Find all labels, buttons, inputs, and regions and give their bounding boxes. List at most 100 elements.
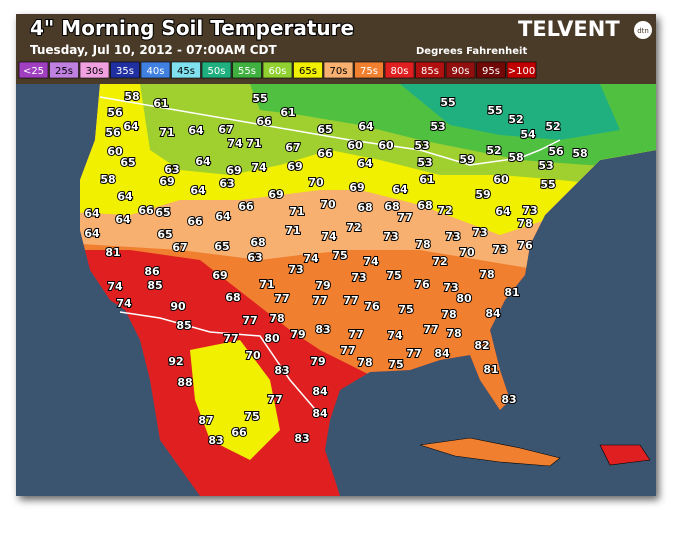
- station-reading: 69: [226, 164, 241, 177]
- units-note: Degrees Fahrenheit: [416, 46, 527, 57]
- station-reading: 81: [504, 286, 519, 299]
- legend-swatch: [293, 61, 323, 79]
- subtitle: Tuesday, Jul 10, 2012 - 07:00AM CDT: [30, 43, 277, 57]
- station-reading: 78: [441, 308, 456, 321]
- station-reading: 84: [434, 347, 450, 360]
- station-reading: 64: [495, 205, 511, 218]
- station-reading: 55: [440, 96, 455, 109]
- station-reading: 74: [303, 252, 319, 265]
- legend-label: 35s: [116, 66, 134, 77]
- station-reading: 78: [517, 217, 532, 230]
- station-reading: 53: [430, 120, 445, 133]
- station-reading: 64: [190, 184, 206, 197]
- station-reading: 74: [116, 297, 132, 310]
- legend-label: 60s: [269, 66, 287, 77]
- station-reading: 73: [472, 226, 487, 239]
- legend-label: 70s: [330, 66, 348, 77]
- station-reading: 79: [310, 355, 325, 368]
- station-reading: 52: [486, 144, 501, 157]
- station-reading: 52: [508, 113, 523, 126]
- station-reading: 55: [540, 178, 555, 191]
- legend-label: 45s: [177, 66, 195, 77]
- station-reading: 58: [508, 151, 523, 164]
- station-reading: 74: [107, 280, 123, 293]
- station-reading: 77: [348, 328, 363, 341]
- station-reading: 77: [267, 393, 282, 406]
- legend-swatch: [201, 61, 232, 79]
- station-reading: 79: [315, 279, 330, 292]
- station-reading: 78: [269, 312, 284, 325]
- station-reading: 76: [364, 300, 380, 313]
- station-reading: 65: [120, 156, 135, 169]
- legend-swatch: [506, 61, 537, 79]
- station-reading: 85: [147, 279, 162, 292]
- title: 4" Morning Soil Temperature: [30, 16, 354, 40]
- legend-label: >100: [508, 66, 535, 77]
- station-reading: 83: [315, 323, 330, 336]
- station-reading: 77: [397, 211, 412, 224]
- station-reading: 64: [188, 124, 204, 137]
- legend-swatch: [232, 61, 262, 79]
- station-reading: 73: [443, 281, 458, 294]
- station-reading: 55: [487, 104, 502, 117]
- station-reading: 68: [250, 236, 265, 249]
- station-reading: 63: [247, 251, 262, 264]
- station-reading: 61: [153, 97, 168, 110]
- station-reading: 69: [268, 188, 283, 201]
- station-reading: 69: [159, 175, 174, 188]
- station-reading: 81: [483, 363, 498, 376]
- cuba: [419, 437, 561, 467]
- zone: [190, 340, 280, 460]
- legend-label: 65s: [299, 66, 317, 77]
- station-reading: 75: [398, 303, 413, 316]
- station-reading: 58: [572, 147, 587, 160]
- legend-swatch: [49, 61, 79, 79]
- station-reading: 74: [227, 137, 243, 150]
- station-reading: 84: [312, 385, 328, 398]
- legend-swatch: [476, 61, 506, 79]
- station-reading: 75: [386, 269, 401, 282]
- station-reading: 73: [351, 271, 366, 284]
- station-reading: 58: [100, 173, 115, 186]
- station-reading: 53: [417, 156, 432, 169]
- station-reading: 74: [321, 230, 337, 243]
- station-reading: 61: [280, 106, 295, 119]
- station-reading: 75: [244, 410, 259, 423]
- station-reading: 64: [84, 227, 100, 240]
- station-reading: 65: [155, 206, 170, 219]
- zone: [400, 84, 620, 140]
- station-reading: 67: [172, 241, 187, 254]
- station-reading: 60: [347, 139, 363, 152]
- station-reading: 71: [289, 205, 304, 218]
- station-reading: 60: [493, 173, 509, 186]
- station-reading: 78: [446, 327, 461, 340]
- station-reading: 64: [117, 190, 133, 203]
- legend-label: 40s: [147, 66, 165, 77]
- station-reading: 64: [215, 210, 231, 223]
- station-reading: 66: [317, 147, 333, 160]
- station-reading: 78: [415, 238, 430, 251]
- station-reading: 52: [545, 120, 560, 133]
- station-reading: 74: [363, 255, 379, 268]
- station-reading: 66: [256, 115, 272, 128]
- station-reading: 80: [456, 292, 472, 305]
- station-reading: 64: [392, 183, 408, 196]
- station-reading: 80: [264, 332, 280, 345]
- station-reading: 53: [538, 159, 553, 172]
- station-reading: 56: [105, 126, 121, 139]
- station-reading: 72: [432, 255, 447, 268]
- station-reading: 73: [288, 263, 303, 276]
- legend-label: <25: [23, 66, 44, 77]
- station-reading: 70: [308, 176, 324, 189]
- station-reading: 65: [157, 228, 172, 241]
- station-reading: 72: [437, 204, 452, 217]
- station-reading: 77: [242, 314, 257, 327]
- station-reading: 69: [287, 160, 302, 173]
- legend: <25 25s 30s 35s 40s 45s 50s 55s 60s 65s 70s 75s 80s 8…: [18, 61, 537, 79]
- station-reading: 66: [238, 200, 254, 213]
- legend-label: 85s: [421, 66, 439, 77]
- station-reading: 77: [223, 332, 238, 345]
- legend-swatch: [323, 61, 354, 79]
- logo-badge: dtn: [637, 27, 649, 35]
